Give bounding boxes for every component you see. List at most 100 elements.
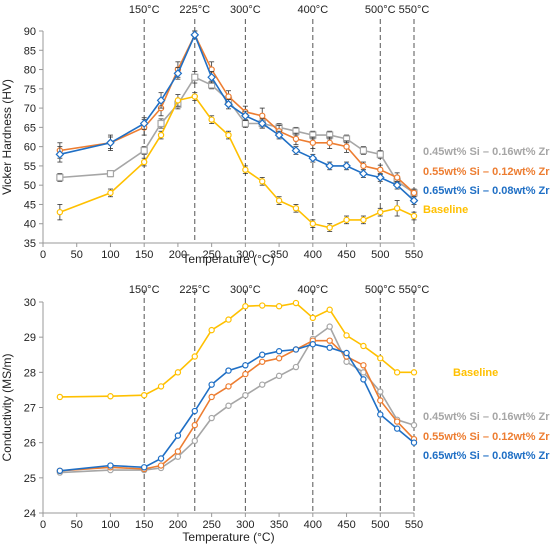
data-point (409, 196, 419, 205)
y-tick-label: 25 (24, 473, 36, 485)
y-tick-label: 55 (24, 161, 36, 173)
data-point (343, 358, 350, 365)
reference-line-label: 150°C (129, 4, 160, 16)
data-point (360, 162, 367, 170)
data-point (393, 418, 401, 425)
data-point (309, 341, 317, 348)
series-0-55wt-si-0-12wt-zr (56, 337, 418, 474)
data-point (107, 189, 114, 197)
data-point (191, 421, 198, 429)
data-point (107, 462, 114, 469)
data-point (225, 316, 232, 323)
data-point (157, 119, 165, 128)
data-point (377, 411, 384, 418)
data-point (410, 369, 418, 376)
data-point (376, 150, 384, 158)
data-point (377, 397, 384, 404)
data-point (140, 158, 148, 166)
x-tick-label: 0 (40, 249, 46, 261)
x-tick-label: 450 (337, 519, 355, 531)
x-tick-label: 450 (337, 249, 355, 261)
series-line (59, 339, 415, 472)
x-tick-label: 550 (405, 519, 423, 531)
data-point (140, 464, 148, 471)
y-tick-label: 35 (24, 238, 36, 250)
data-point (174, 453, 182, 460)
y-tick-label: 50 (24, 180, 36, 192)
y-tick-label: 30 (24, 297, 36, 309)
data-point (359, 169, 368, 178)
data-point (259, 351, 266, 358)
data-point (56, 208, 64, 216)
legend-label: 0.55wt% Si – 0.12wt% Zr (423, 166, 550, 178)
data-point (191, 407, 198, 415)
data-point (225, 93, 232, 100)
data-point (242, 166, 249, 173)
data-point (410, 421, 418, 429)
data-point (292, 299, 300, 307)
data-point (343, 332, 350, 339)
reference-line-label: 225°C (179, 4, 210, 16)
data-point (360, 342, 367, 350)
y-tick-label: 45 (24, 199, 36, 211)
data-point (393, 369, 401, 376)
series-line (59, 325, 415, 474)
legend-label: 0.45wt% Si – 0.16wt% Zr (423, 146, 550, 158)
data-point (377, 355, 384, 362)
data-point (259, 112, 266, 120)
x-tick-label: 150 (135, 249, 153, 261)
x-tick-label: 50 (71, 249, 83, 261)
data-point (174, 369, 182, 376)
reference-line-label: 300°C (230, 4, 261, 16)
x-tick-label: 150 (135, 519, 153, 531)
data-point (343, 349, 350, 357)
data-point (393, 425, 401, 432)
legend-label: 0.65wt% Si – 0.08wt% Zr (423, 185, 550, 197)
data-point (308, 153, 318, 163)
data-point (157, 131, 165, 139)
x-tick-label: 400 (304, 519, 322, 531)
y-tick-label: 80 (24, 65, 36, 77)
legend-label: Baseline (423, 204, 468, 216)
data-point (225, 131, 232, 139)
data-point (173, 69, 183, 78)
y-tick-label: 29 (24, 332, 36, 344)
y-tick-label: 27 (24, 403, 36, 415)
legend-label: Baseline (453, 367, 498, 379)
y-axis-title: Conductivity (MS/m) (0, 353, 14, 461)
x-tick-label: 100 (101, 519, 119, 531)
data-point (208, 381, 215, 388)
hardness-chart: 35 40 45 50 55 60 65 70 75 80 85 90 0 50 100 150 200 250 3… (0, 4, 550, 266)
y-tick-label: 75 (24, 84, 36, 96)
y-axis-title: Vicker Hardness (HV) (0, 79, 14, 195)
data-point (242, 370, 249, 378)
data-point (377, 166, 384, 173)
data-point (377, 208, 384, 216)
data-point (191, 73, 199, 81)
data-point (55, 149, 65, 159)
data-point (393, 205, 401, 212)
reference-line-label: 550°C (399, 284, 430, 296)
data-point (274, 130, 284, 140)
data-point (342, 161, 351, 171)
data-point (360, 216, 367, 224)
data-point (157, 455, 165, 462)
data-point (259, 178, 266, 185)
x-tick-label: 200 (169, 249, 187, 261)
y-tick-label: 60 (24, 142, 36, 154)
data-point (275, 348, 283, 355)
data-point (174, 448, 182, 455)
reference-line-label: 400°C (297, 284, 328, 296)
data-point (225, 367, 232, 374)
y-tick-label: 26 (24, 438, 36, 450)
data-point (309, 314, 317, 322)
x-tick-label: 200 (169, 519, 187, 531)
y-tick-label: 24 (24, 508, 36, 520)
legend-label: 0.65wt% Si – 0.08wt% Zr (423, 450, 550, 462)
data-point (225, 402, 232, 409)
series-line (59, 33, 415, 194)
data-point (174, 97, 182, 104)
series-0-65wt-si-0-08wt-zr (55, 30, 419, 205)
